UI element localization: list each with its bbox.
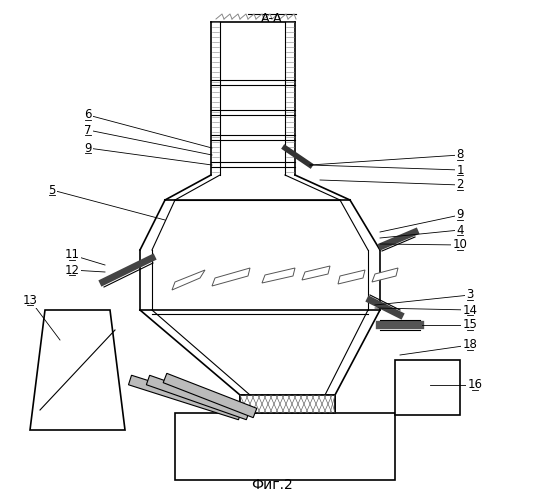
- Polygon shape: [172, 270, 205, 290]
- Polygon shape: [262, 268, 295, 283]
- Text: 12: 12: [65, 264, 79, 276]
- Polygon shape: [128, 375, 242, 420]
- Text: 10: 10: [453, 238, 467, 252]
- Text: 2: 2: [456, 178, 463, 192]
- Text: А-А: А-А: [261, 12, 283, 25]
- Text: 18: 18: [462, 338, 478, 351]
- Polygon shape: [372, 268, 398, 282]
- Polygon shape: [212, 268, 250, 286]
- Text: 1: 1: [456, 164, 463, 176]
- Polygon shape: [146, 376, 250, 420]
- Bar: [175, 413, 395, 480]
- Polygon shape: [30, 310, 125, 430]
- Text: 13: 13: [22, 294, 38, 306]
- Text: 8: 8: [456, 148, 463, 162]
- Text: Фиг.2: Фиг.2: [251, 478, 293, 492]
- Text: 15: 15: [462, 318, 478, 332]
- Polygon shape: [338, 270, 365, 284]
- Text: 4: 4: [456, 224, 463, 236]
- Text: 7: 7: [84, 124, 92, 136]
- Text: 14: 14: [462, 304, 478, 316]
- Text: 3: 3: [466, 288, 474, 302]
- Text: 6: 6: [84, 108, 92, 122]
- Text: 11: 11: [65, 248, 79, 262]
- Text: 9: 9: [84, 142, 92, 154]
- Text: 5: 5: [48, 184, 55, 196]
- Bar: [395, 360, 460, 415]
- Polygon shape: [163, 374, 257, 418]
- Polygon shape: [302, 266, 330, 280]
- Text: 16: 16: [467, 378, 483, 392]
- Text: 9: 9: [456, 208, 463, 222]
- Bar: [240, 395, 335, 413]
